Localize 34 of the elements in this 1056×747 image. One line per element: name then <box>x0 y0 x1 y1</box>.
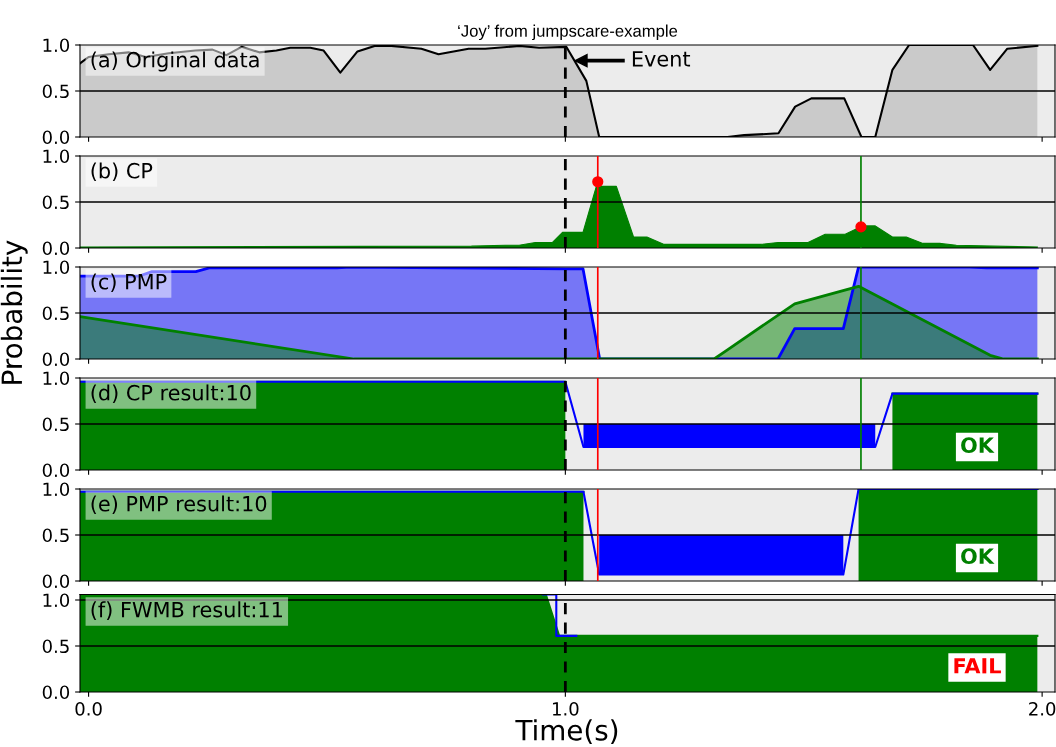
x-tick-label: 0.0 <box>75 702 102 716</box>
y-tick-label: 1.0 <box>43 593 70 608</box>
chart-title: ‘Joy’ from jumpscare-example <box>458 24 678 41</box>
annotation: OK <box>961 548 995 565</box>
y-tick-label: 1.0 <box>43 38 70 53</box>
y-tick-label: 1.0 <box>43 149 70 164</box>
chart-subtitle: (c) PMP <box>91 273 167 293</box>
annotation: Event <box>632 51 691 67</box>
y-tick-label: 0.0 <box>42 574 70 589</box>
chart-subtitle: (d) CP result:10 <box>91 384 251 404</box>
y-tick-label: 0.5 <box>42 639 69 654</box>
y-tick-label: 0.0 <box>42 685 70 700</box>
y-tick-label: 0.0 <box>42 130 70 145</box>
y-tick-label: 1.0 <box>43 260 70 275</box>
chart-subtitle: (b) CP <box>91 162 153 182</box>
y-tick-label: 0.5 <box>42 306 69 321</box>
y-axis-title: Probability <box>0 240 28 384</box>
y-tick-label: 0.5 <box>42 195 69 210</box>
y-tick-label: 0.0 <box>42 241 70 256</box>
y-tick-label: 1.0 <box>43 371 70 386</box>
chart-subtitle: (a) Original data <box>91 51 259 72</box>
annotation: FAIL <box>954 658 1001 674</box>
chart-subtitle: (f) FWMB result:11 <box>91 601 282 620</box>
y-tick-label: 1.0 <box>43 482 70 497</box>
x-axis-title: Time(s) <box>515 719 618 744</box>
y-tick-label: 0.5 <box>42 528 69 543</box>
annotation: OK <box>961 437 995 454</box>
chart-subtitle: (e) PMP result:10 <box>91 495 267 515</box>
x-tick-label: 2.0 <box>1029 702 1056 716</box>
y-tick-label: 0.0 <box>42 463 70 478</box>
x-tick-label: 1.0 <box>552 702 579 716</box>
y-tick-label: 0.5 <box>42 417 69 432</box>
y-tick-label: 0.5 <box>42 84 69 99</box>
y-tick-label: 0.0 <box>42 352 70 367</box>
